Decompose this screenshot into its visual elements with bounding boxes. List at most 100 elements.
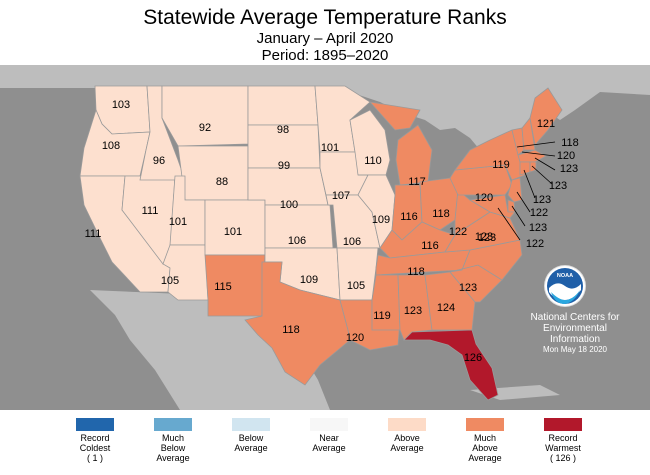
legend-label: Record Coldest ( 1 ) (79, 433, 111, 463)
state-ar (336, 247, 379, 301)
rank-label-id: 96 (153, 155, 165, 167)
state-mt (161, 85, 249, 147)
rank-label-mn: 101 (321, 142, 339, 154)
rank-label-wi: 110 (364, 155, 382, 167)
leader-line-vt (521, 151, 556, 157)
rank-label-md: 122 (526, 238, 544, 250)
rank-label-me: 121 (537, 118, 555, 130)
rank-label-nj: 122 (530, 207, 548, 219)
state-md (468, 194, 516, 219)
leader-line-md (497, 207, 521, 241)
legend-swatch (544, 418, 582, 431)
legend-item-record-coldest: Record Coldest ( 1 ) (60, 418, 130, 463)
legend-label: Above Average (390, 433, 424, 453)
legend-item-record-warmest: Record Warmest ( 126 ) (528, 418, 598, 463)
rank-label-tx: 118 (282, 324, 300, 336)
state-ga (424, 271, 476, 331)
credit-block: National Centers for Environmental Infor… (520, 312, 630, 355)
rank-label-nd: 98 (277, 124, 289, 136)
rank-label-ia: 107 (332, 190, 350, 202)
state-nj (507, 177, 523, 203)
rank-label-ne: 100 (280, 199, 298, 211)
state-ma (517, 149, 547, 163)
rank-label-ok: 109 (300, 274, 318, 286)
legend-swatch (310, 418, 348, 431)
map-title: Statewide Average Temperature Ranks (143, 6, 507, 29)
credit-line-2: Environmental (543, 323, 607, 334)
credit-line-1: National Centers for (530, 312, 620, 323)
rank-label-az: 105 (161, 275, 179, 287)
state-tx (244, 261, 351, 386)
rank-label-ky: 116 (421, 240, 439, 252)
leader-line-ri (531, 165, 553, 185)
rank-label-nm: 115 (214, 281, 232, 293)
rank-label-sd: 99 (278, 160, 290, 172)
rank-label-ny: 119 (492, 159, 510, 171)
states-layer (79, 85, 563, 401)
legend-swatch (466, 418, 504, 431)
rank-label-wa: 103 (112, 99, 130, 111)
legend-swatch (232, 418, 270, 431)
rank-label-wv: 122 (449, 226, 467, 238)
rank-label-ri: 123 (549, 180, 567, 192)
noaa-emblem-icon: NOAA (547, 268, 583, 304)
rank-label-oh: 118 (432, 208, 450, 220)
state-ms (371, 274, 401, 331)
state-fl (403, 329, 499, 401)
noaa-logo: NOAA (545, 266, 585, 306)
rank-label-fl: 126 (464, 352, 482, 364)
rank-label-mo: 106 (343, 236, 361, 248)
state-az (162, 244, 209, 301)
rank-label-sc: 123 (459, 282, 477, 294)
map-subtitle-period: January – April 2020 (256, 30, 394, 47)
leader-line-nh (516, 141, 556, 148)
state-wi (349, 109, 391, 176)
rank-label-ar: 105 (347, 280, 365, 292)
map-subtitle-baseline: Period: 1895–2020 (261, 47, 389, 64)
rank-label-la: 120 (346, 332, 364, 344)
rank-label-wy: 88 (216, 176, 228, 188)
legend-swatch (388, 418, 426, 431)
state-wy (177, 145, 249, 201)
legend-swatch (154, 418, 192, 431)
us-temperature-rank-map: 103 108 111 96 111 92 88 101 105 101 115 98 99 100 106… (0, 65, 650, 410)
rank-label-ms: 119 (373, 310, 391, 322)
leader-line-ma (534, 157, 556, 171)
legend-item-below: Below Average (216, 418, 286, 453)
state-nd (247, 85, 319, 126)
rank-label-al: 123 (404, 305, 422, 317)
title-block: Statewide Average Temperature Ranks Janu… (0, 0, 650, 64)
legend-item-near: Near Average (294, 418, 364, 453)
credit-line-3: Information (549, 334, 601, 345)
leader-line-nj (516, 191, 531, 213)
legend-item-much-below: Much Below Average (138, 418, 208, 463)
legend-swatch (76, 418, 114, 431)
rank-label-ca: 111 (85, 228, 102, 240)
mexico-landmass (90, 290, 330, 410)
leader-line-de (511, 205, 526, 227)
state-de (507, 199, 516, 213)
rank-label-or: 108 (102, 140, 120, 152)
legend: Record Coldest ( 1 ) Much Below Average … (60, 418, 600, 474)
rank-label-nh: 118 (561, 137, 579, 149)
rank-label-co: 101 (224, 226, 242, 238)
rank-label-ct: 123 (533, 194, 551, 206)
rank-label-mi: 117 (408, 176, 426, 188)
rank-label-de: 123 (529, 222, 547, 234)
rank-label-va: 123 (475, 231, 493, 243)
rank-label-ga: 124 (437, 302, 455, 314)
rank-label-mt: 92 (199, 122, 211, 134)
rank-label-ks: 106 (288, 235, 306, 247)
legend-item-above: Above Average (372, 418, 442, 453)
rank-label-in: 116 (400, 211, 418, 223)
legend-item-much-above: Much Above Average (450, 418, 520, 463)
credit-date: Mon May 18 2020 (542, 345, 608, 354)
rank-label-tn: 118 (407, 266, 425, 278)
rank-label-nc: 123 (478, 232, 496, 244)
legend-label: Much Above Average (468, 433, 502, 463)
rank-label-pa: 120 (475, 192, 493, 204)
rank-labels: 103 108 111 96 111 92 88 101 105 101 115 98 99 100 106… (85, 99, 579, 364)
leader-line-ct (523, 169, 536, 199)
noaa-logo-text: NOAA (557, 273, 573, 279)
rank-label-nv: 111 (142, 205, 159, 217)
